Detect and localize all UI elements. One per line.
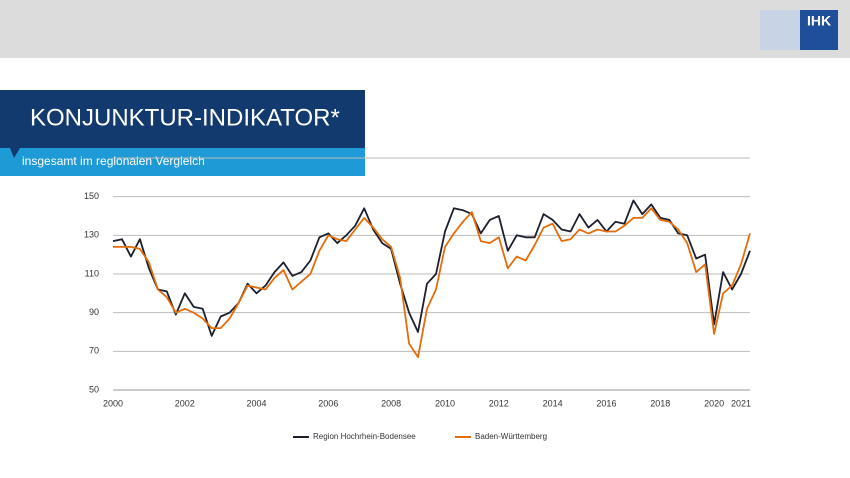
- banner-notch: [10, 148, 20, 158]
- legend-label: Region Hochrhein-Bodensee: [313, 432, 416, 441]
- x-tick-label: 2014: [543, 398, 563, 408]
- x-tick-label: 2018: [650, 398, 670, 408]
- y-tick-label: 50: [89, 384, 99, 394]
- x-tick-label: 2016: [596, 398, 616, 408]
- subtitle-banner: [0, 148, 365, 176]
- chart-title: KONJUNKTUR-INDIKATOR*: [30, 104, 340, 131]
- series-line: [112, 199, 751, 337]
- x-tick-label: 2006: [318, 398, 338, 408]
- logo-box: [800, 10, 838, 50]
- x-tick-label: 2004: [247, 398, 267, 408]
- y-tick-label: 90: [89, 307, 99, 317]
- logo: IHK: [807, 13, 831, 29]
- series-line: [113, 207, 751, 358]
- logo-bg: [760, 10, 800, 50]
- x-tick-label: 2020: [704, 398, 724, 408]
- y-tick-label: 70: [89, 346, 99, 356]
- title-banner: [0, 90, 365, 148]
- x-tick-label: 2010: [435, 398, 455, 408]
- header-band: [0, 0, 850, 58]
- legend-label: Baden-Württemberg: [475, 432, 547, 441]
- y-tick-label: 110: [85, 268, 99, 278]
- x-tick-label: 2021: [731, 398, 751, 408]
- chart-subtitle: insgesamt im regionalen Vergleich: [22, 154, 205, 168]
- y-tick-label: 150: [84, 191, 99, 201]
- x-tick-label: 2012: [489, 398, 509, 408]
- x-tick-label: 2000: [103, 398, 123, 408]
- x-tick-label: 2002: [175, 398, 195, 408]
- y-tick-label: 130: [84, 230, 99, 240]
- x-tick-label: 2008: [381, 398, 401, 408]
